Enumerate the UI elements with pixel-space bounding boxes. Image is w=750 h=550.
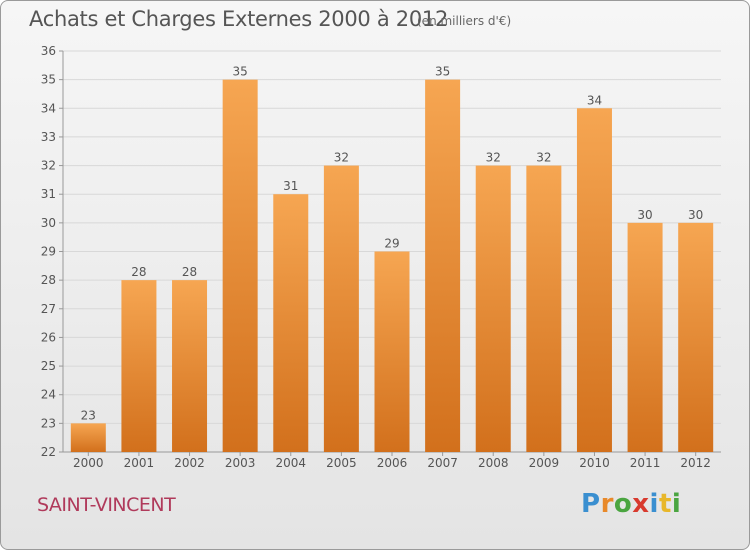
data-label: 28 xyxy=(182,265,197,279)
logo-letter: i xyxy=(649,489,659,519)
x-tick-label: 2012 xyxy=(680,456,711,470)
x-tick-label: 2006 xyxy=(377,456,408,470)
y-tick-label: 22 xyxy=(41,445,56,459)
chart-title: Achats et Charges Externes 2000 à 2012 xyxy=(29,7,449,31)
data-label: 30 xyxy=(688,208,703,222)
bar xyxy=(576,108,612,453)
logo-letter: t xyxy=(658,489,672,519)
bar xyxy=(627,222,663,452)
x-tick-label: 2002 xyxy=(174,456,205,470)
data-label: 28 xyxy=(131,265,146,279)
y-tick-label: 32 xyxy=(41,159,56,173)
x-tick-label: 2007 xyxy=(427,456,458,470)
bar xyxy=(273,194,309,452)
y-tick-label: 24 xyxy=(41,388,56,402)
y-tick-label: 27 xyxy=(41,302,56,316)
y-tick-label: 23 xyxy=(41,416,56,430)
bar xyxy=(374,251,410,452)
data-label: 35 xyxy=(233,65,248,79)
x-tick-label: 2010 xyxy=(579,456,610,470)
y-tick-label: 26 xyxy=(41,330,56,344)
x-tick-label: 2005 xyxy=(326,456,357,470)
data-label: 34 xyxy=(587,93,602,107)
data-label: 30 xyxy=(637,208,652,222)
y-tick-label: 33 xyxy=(41,130,56,144)
y-tick-label: 35 xyxy=(41,73,56,87)
y-tick-label: 36 xyxy=(41,44,56,58)
y-tick-label: 25 xyxy=(41,359,56,373)
proxiti-logo: Proxiti xyxy=(581,489,681,519)
bar xyxy=(526,165,562,453)
place-name: SAINT-VINCENT xyxy=(37,494,176,516)
logo-letter: P xyxy=(581,489,601,519)
x-tick-label: 2004 xyxy=(275,456,306,470)
logo-letter: o xyxy=(613,489,633,519)
data-label: 32 xyxy=(334,151,349,165)
logo-letter: r xyxy=(600,489,614,519)
bars xyxy=(70,79,714,453)
y-tick-label: 28 xyxy=(41,273,56,287)
y-tick-label: 31 xyxy=(41,187,56,201)
logo-letter: i xyxy=(671,489,682,519)
bar xyxy=(121,280,157,452)
bar xyxy=(222,79,258,453)
data-label: 32 xyxy=(536,151,551,165)
y-tick-label: 29 xyxy=(41,245,56,259)
bar xyxy=(323,165,359,453)
chart-unit: (en milliers d'€) xyxy=(417,14,512,28)
logo-letter: x xyxy=(632,489,650,519)
bar xyxy=(172,280,208,452)
x-tick-label: 2008 xyxy=(478,456,509,470)
x-tick-label: 2001 xyxy=(124,456,155,470)
labels: 22 23 24 25 26 27 28 29 30 31 32 33 34 35 36 23 2000 28 20… xyxy=(41,44,711,470)
data-label: 32 xyxy=(486,151,501,165)
bar xyxy=(425,79,461,453)
data-label: 35 xyxy=(435,65,450,79)
bar xyxy=(475,165,511,453)
x-tick-label: 2000 xyxy=(73,456,104,470)
x-tick-label: 2009 xyxy=(529,456,560,470)
data-label: 23 xyxy=(81,408,96,422)
y-tick-label: 30 xyxy=(41,216,56,230)
data-label: 31 xyxy=(283,179,298,193)
bar xyxy=(678,222,714,452)
data-label: 29 xyxy=(384,237,399,251)
x-tick-label: 2011 xyxy=(630,456,661,470)
bar xyxy=(70,423,106,452)
x-tick-label: 2003 xyxy=(225,456,256,470)
y-tick-label: 34 xyxy=(41,101,56,115)
